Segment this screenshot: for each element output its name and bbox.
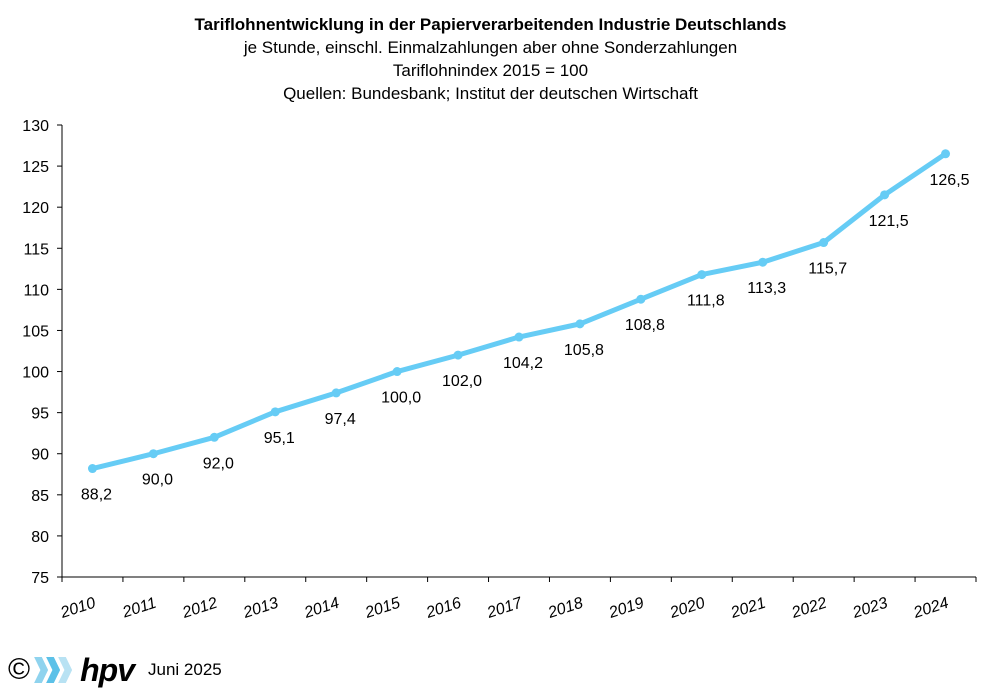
data-point xyxy=(819,238,829,248)
data-point xyxy=(575,319,585,329)
x-tick-label: 2020 xyxy=(667,595,707,623)
data-point xyxy=(392,367,402,377)
x-tick-label: 2013 xyxy=(240,595,280,623)
y-tick-label: 120 xyxy=(22,200,49,217)
data-label: 115,7 xyxy=(808,261,847,278)
data-label: 113,3 xyxy=(747,280,786,297)
data-point xyxy=(758,257,768,267)
chart-subtitle-index: Tariflohnindex 2015 = 100 xyxy=(392,61,589,80)
footer-date: Juni 2025 xyxy=(148,660,222,679)
data-labels: 88,2 90,0 92,0 95,1 97,4 100,0 102,0 104,2 105,8… xyxy=(81,172,970,504)
data-label: 102,0 xyxy=(442,373,482,390)
data-label: 111,8 xyxy=(687,293,725,310)
chart-axes xyxy=(61,125,976,578)
y-tick-label: 85 xyxy=(31,488,49,505)
data-label: 121,5 xyxy=(869,213,909,230)
logo-chevron-icon xyxy=(34,657,49,683)
y-tick-label: 110 xyxy=(23,282,49,299)
y-tick-label: 130 xyxy=(22,118,49,135)
y-tick-label: 100 xyxy=(22,365,49,382)
data-label: 88,2 xyxy=(81,487,112,504)
data-point xyxy=(209,432,219,442)
data-label: 100,0 xyxy=(381,390,421,407)
x-tick-label: 2021 xyxy=(728,595,768,622)
data-point xyxy=(636,294,646,304)
y-tick-label: 115 xyxy=(23,241,49,258)
y-tick-label: 75 xyxy=(31,570,49,587)
x-tick-label: 2016 xyxy=(423,595,463,623)
x-tick-label: 2011 xyxy=(120,595,159,622)
series-tariflohnindex xyxy=(87,149,951,474)
data-label: 126,5 xyxy=(930,172,970,189)
data-label: 95,1 xyxy=(264,430,295,447)
data-point xyxy=(270,407,280,417)
data-point xyxy=(697,270,707,280)
hpv-logo-mark xyxy=(34,657,73,683)
chart-subtitle-sources: Quellen: Bundesbank; Institut der deutsc… xyxy=(283,84,698,103)
x-tick-label: 2018 xyxy=(545,595,585,623)
line-chart: 75 80 85 90 95 100 105 110 115 120 125 130 2010 2011… xyxy=(22,118,977,623)
data-label: 92,0 xyxy=(203,455,234,472)
y-tick-label: 105 xyxy=(22,323,49,340)
data-point xyxy=(87,464,97,474)
logo-chevron-icon xyxy=(46,657,61,683)
footer: © hpv Juni 2025 xyxy=(8,652,222,688)
y-tick-label: 80 xyxy=(31,529,49,546)
x-tick-label: 2023 xyxy=(850,595,890,623)
x-tick-label: 2012 xyxy=(180,595,220,623)
y-axis-ticks: 75 80 85 90 95 100 105 110 115 120 125 130 xyxy=(22,118,62,587)
data-label: 105,8 xyxy=(564,342,604,359)
data-label: 90,0 xyxy=(142,472,173,489)
y-tick-label: 95 xyxy=(31,406,49,423)
x-tick-label: 2017 xyxy=(484,594,525,622)
x-tick-label: 2019 xyxy=(606,595,646,623)
series-line xyxy=(89,151,949,472)
x-tick-label: 2024 xyxy=(911,595,951,623)
x-tick-label: 2014 xyxy=(301,595,341,623)
chart-title: Tariflohnentwicklung in der Papierverarb… xyxy=(194,15,787,34)
data-point xyxy=(941,149,951,159)
x-tick-label: 2010 xyxy=(58,595,98,623)
data-point xyxy=(514,332,524,342)
data-point xyxy=(331,388,341,398)
data-point xyxy=(880,190,890,200)
data-point xyxy=(148,449,158,459)
data-label: 97,4 xyxy=(325,411,356,428)
y-tick-label: 90 xyxy=(31,447,49,464)
data-point xyxy=(453,350,463,360)
x-tick-label: 2015 xyxy=(362,595,402,623)
data-label: 104,2 xyxy=(503,355,543,372)
y-tick-label: 125 xyxy=(22,159,49,176)
copyright-icon: © xyxy=(8,653,31,686)
x-tick-label: 2022 xyxy=(789,595,829,623)
logo-chevron-icon xyxy=(58,657,73,683)
hpv-logo-text: hpv xyxy=(80,652,135,688)
data-label: 108,8 xyxy=(625,317,665,334)
x-axis-ticks: 2010 2011 2012 2013 2014 2015 2016 2017 2018 2019… xyxy=(58,577,977,623)
chart-subtitle-units: je Stunde, einschl. Einmalzahlungen aber… xyxy=(243,38,738,57)
